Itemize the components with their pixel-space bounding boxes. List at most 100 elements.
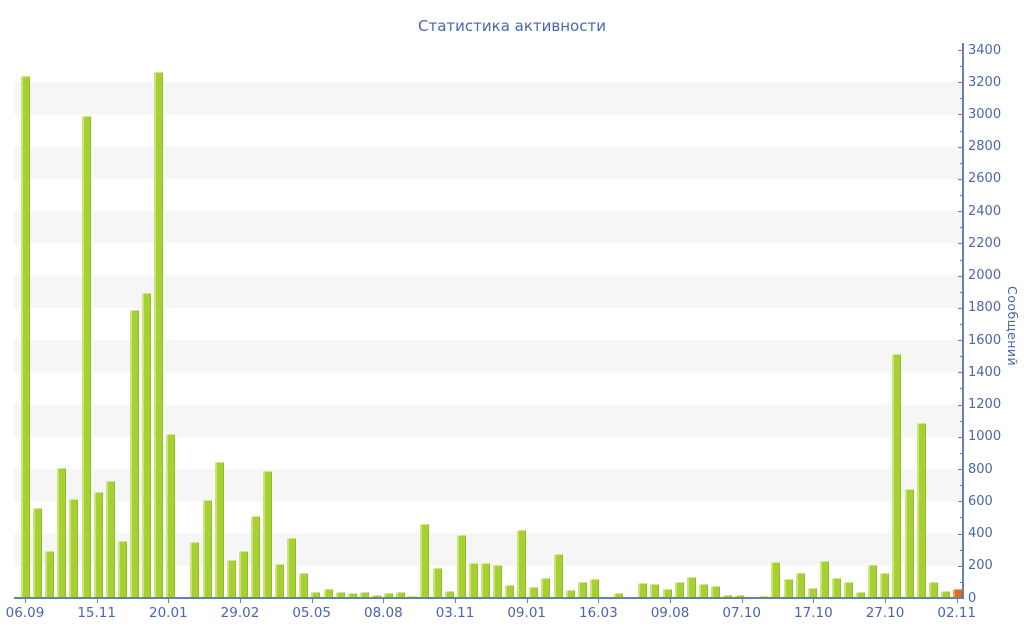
y-tick xyxy=(958,533,963,535)
bar xyxy=(783,578,793,598)
x-tick-label: 09.08 xyxy=(650,605,690,621)
bar xyxy=(93,491,103,598)
bar xyxy=(105,481,115,598)
y-tick xyxy=(958,372,963,374)
x-tick xyxy=(598,599,600,603)
bar xyxy=(710,585,720,598)
x-tick xyxy=(240,599,241,603)
bar xyxy=(142,293,152,598)
bar xyxy=(432,568,442,598)
y-tick xyxy=(958,243,963,245)
x-tick xyxy=(383,599,385,603)
x-tick xyxy=(25,599,26,603)
bar xyxy=(529,586,539,598)
y-tick xyxy=(960,485,963,487)
x-tick-label: 16.03 xyxy=(579,605,618,621)
bar xyxy=(166,434,176,598)
bar xyxy=(795,573,805,598)
bar xyxy=(420,523,430,598)
y-tick xyxy=(958,146,963,148)
y-tick xyxy=(960,130,963,132)
bar xyxy=(57,468,67,598)
y-tick-label: 1600 xyxy=(968,332,1002,348)
y-tick-label: 1800 xyxy=(968,300,1002,316)
y-tick xyxy=(958,340,963,342)
y-tick xyxy=(960,581,963,583)
bar xyxy=(807,588,817,598)
y-tick xyxy=(960,66,963,68)
bar xyxy=(202,499,212,598)
y-tick xyxy=(958,436,963,438)
bar xyxy=(880,573,890,598)
y-axis-line xyxy=(962,43,964,598)
y-tick xyxy=(960,259,963,261)
x-tick xyxy=(526,599,528,603)
x-axis-line xyxy=(14,597,964,599)
bar xyxy=(311,592,321,598)
y-tick xyxy=(958,307,963,309)
bar xyxy=(129,310,139,598)
bar xyxy=(250,515,260,598)
y-tick-label: 3200 xyxy=(968,74,1002,90)
y-tick-label: 1200 xyxy=(968,397,1002,413)
y-tick xyxy=(958,469,963,471)
y-tick xyxy=(958,275,963,277)
bar xyxy=(287,537,297,598)
y-tick-label: 2600 xyxy=(968,171,1002,187)
x-tick-label: 27.10 xyxy=(865,605,905,621)
bar xyxy=(335,592,345,598)
y-tick xyxy=(960,195,963,197)
bar xyxy=(384,593,394,598)
bar xyxy=(372,594,381,598)
y-tick-label: 3000 xyxy=(968,106,1002,122)
bar xyxy=(263,470,273,598)
bar xyxy=(553,554,563,598)
bar xyxy=(323,589,333,598)
bar xyxy=(940,590,950,598)
x-tick-label: 08.08 xyxy=(364,605,403,621)
y-tick-label: 200 xyxy=(968,558,993,574)
x-tick-label: 09.01 xyxy=(507,605,546,621)
y-tick xyxy=(960,162,963,164)
y-tick-label: 2000 xyxy=(968,268,1002,284)
bar xyxy=(468,562,478,598)
y-tick xyxy=(960,388,963,390)
y-tick-label: 0 xyxy=(968,590,977,606)
y-tick xyxy=(958,114,963,116)
bar xyxy=(759,595,769,598)
y-tick xyxy=(958,565,963,567)
x-tick xyxy=(96,599,98,603)
y-tick xyxy=(960,420,963,422)
bar xyxy=(480,563,490,598)
x-tick xyxy=(455,599,457,603)
y-tick xyxy=(958,598,963,599)
bar xyxy=(892,353,902,598)
y-tick xyxy=(960,324,963,325)
y-axis-title: Сообщений xyxy=(1005,286,1020,367)
bar xyxy=(117,540,127,598)
bar xyxy=(69,498,79,598)
y-tick-label: 1400 xyxy=(968,364,1002,380)
bar xyxy=(831,577,841,598)
bar-current-period xyxy=(953,589,962,598)
y-tick xyxy=(958,178,963,180)
bar xyxy=(154,71,164,598)
bar xyxy=(589,579,599,598)
bar xyxy=(577,581,587,598)
x-tick-label: 06.09 xyxy=(5,605,45,621)
bar xyxy=(928,581,938,598)
x-tick-label: 02.11 xyxy=(937,605,977,621)
x-tick-label: 20.01 xyxy=(149,605,188,621)
x-tick xyxy=(741,599,743,603)
bar xyxy=(844,581,854,598)
bar xyxy=(493,564,503,598)
y-tick xyxy=(958,501,963,503)
x-tick-label: 05.05 xyxy=(292,605,331,621)
y-tick xyxy=(960,227,963,229)
plot-area xyxy=(14,50,963,598)
y-tick xyxy=(960,98,963,100)
x-tick-label: 03.11 xyxy=(435,605,475,621)
y-tick xyxy=(960,517,963,519)
bar xyxy=(916,423,926,598)
